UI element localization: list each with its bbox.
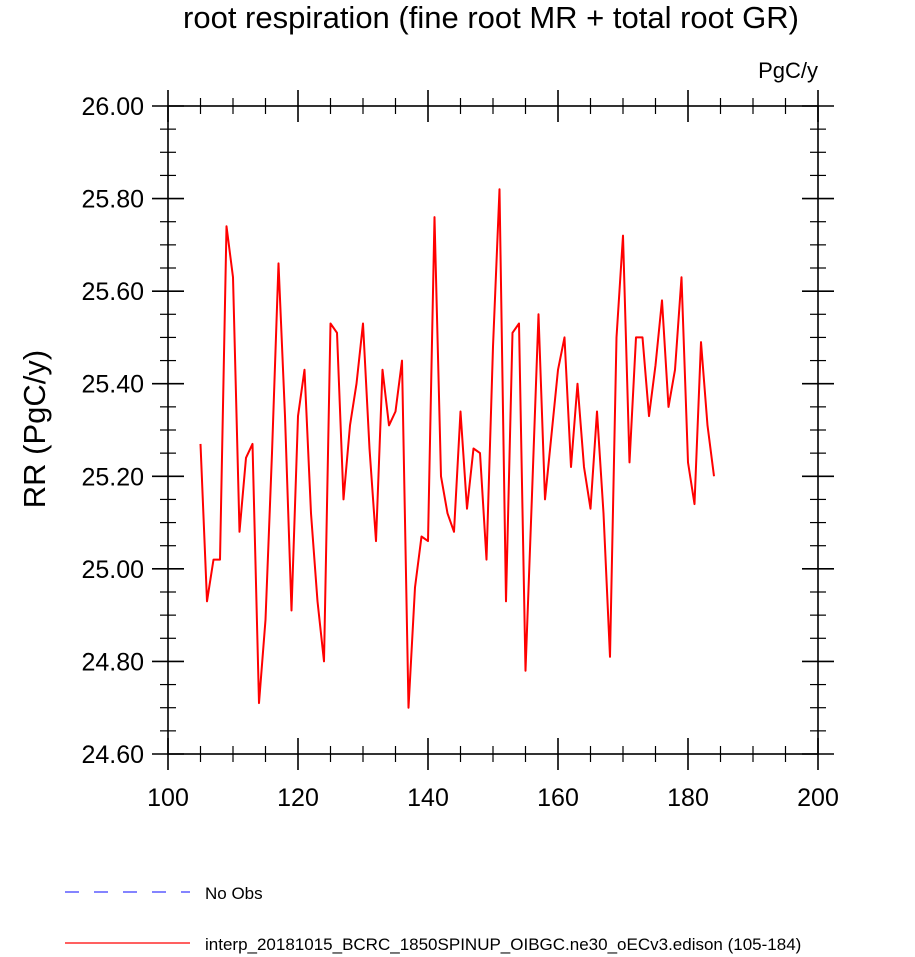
legend-label-model-run: interp_20181015_BCRC_1850SPINUP_OIBGC.ne…	[205, 935, 801, 954]
y-tick-label: 25.00	[81, 556, 144, 584]
series-line	[199, 188, 715, 709]
x-tick-label: 200	[797, 784, 839, 812]
units-label: PgC/y	[758, 58, 818, 83]
y-tick-label: 24.80	[81, 648, 144, 676]
y-tick-label: 25.20	[81, 463, 144, 491]
legend-label-no-obs: No Obs	[205, 884, 263, 903]
y-tick-label: 26.00	[81, 93, 144, 121]
y-tick-label: 24.60	[81, 741, 144, 769]
x-tick-label: 180	[667, 784, 709, 812]
y-tick-label: 25.80	[81, 186, 144, 214]
y-tick-label: 25.60	[81, 278, 144, 306]
chart-title: root respiration (fine root MR + total r…	[183, 0, 799, 35]
x-tick-label: 100	[147, 784, 189, 812]
x-tick-label: 140	[407, 784, 449, 812]
axis-ticks	[152, 90, 834, 770]
plot-frame	[167, 105, 819, 755]
legend: No Obs interp_20181015_BCRC_1850SPINUP_O…	[65, 884, 801, 954]
series-layer	[199, 188, 715, 709]
x-tick-label: 160	[537, 784, 579, 812]
axis-tick-labels: 100 120 140 160 180 200 24.60 24.80 25.00 25.20 25…	[81, 93, 838, 812]
y-axis-label: RR (PgC/y)	[17, 350, 52, 508]
y-tick-label: 25.40	[81, 371, 144, 399]
x-tick-label: 120	[277, 784, 319, 812]
